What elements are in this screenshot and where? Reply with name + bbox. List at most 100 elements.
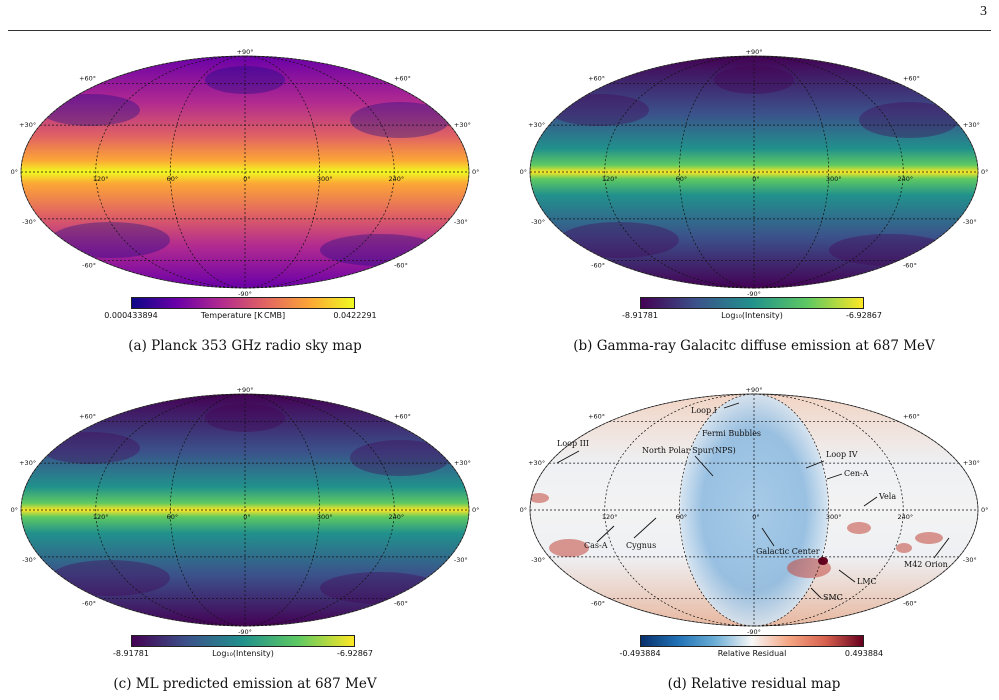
lat-label-m60-right: -60° xyxy=(903,261,917,269)
annotation-casa: Cas-A xyxy=(584,541,608,550)
sky-map-c: +90° -90° +60° +60° +30° +30° 0° 0° -30° -30° -60°… xyxy=(11,386,480,636)
lat-label-p60-right: +60° xyxy=(903,413,920,421)
lat-label-top: +90° xyxy=(746,48,763,56)
lat-label-m30-right: -30° xyxy=(454,556,468,564)
lon-label: 300° xyxy=(826,513,842,521)
lon-label: 240° xyxy=(897,513,913,521)
lon-label: 300° xyxy=(317,513,333,521)
lat-label-p30-left: +30° xyxy=(528,459,545,467)
lat-label-m60-left: -60° xyxy=(591,261,605,269)
lon-label: 240° xyxy=(388,513,404,521)
lat-label-m30-left: -30° xyxy=(22,218,36,226)
panel-c: +90° -90° +60° +60° +30° +30° 0° 0° -30° -30° -60°… xyxy=(0,378,490,698)
lat-label-p60-right: +60° xyxy=(394,75,411,83)
colorbar-gradient xyxy=(131,635,355,647)
lat-label-p30-left: +30° xyxy=(19,459,36,467)
colorbar-title: Log₁₀(Intensity) xyxy=(721,311,783,320)
annotation-nps: North Polar Spur(NPS) xyxy=(642,446,736,455)
lat-label-bottom: -90° xyxy=(747,628,761,636)
annotation-fermi: Fermi Bubbles xyxy=(702,429,761,438)
lat-label-p30-right: +30° xyxy=(963,459,980,467)
lon-label: 60° xyxy=(676,513,688,521)
sky-map-a: +90° -90° +60° +60° +30° +30° 0° 0° -30° -30° -60°… xyxy=(11,48,480,298)
colorbar-a: 0.000433894 0.0422291 Temperature [K CMB] xyxy=(0,297,490,327)
lat-label-0-left: 0° xyxy=(11,168,18,176)
lat-label-p30-right: +30° xyxy=(454,459,471,467)
lat-label-top: +90° xyxy=(237,48,254,56)
colorbar-d: -0.493884 0.493884 Relative Residual xyxy=(509,635,999,665)
colorbar-max-label: 0.0422291 xyxy=(333,311,377,320)
lat-label-m60-left: -60° xyxy=(82,261,96,269)
lon-label: 300° xyxy=(826,175,842,183)
lat-label-0-right: 0° xyxy=(981,168,988,176)
lat-label-p30-right: +30° xyxy=(454,121,471,129)
caption-c: (c) ML predicted emission at 687 MeV xyxy=(113,676,377,692)
annotation-loop4: Loop IV xyxy=(826,450,858,459)
lat-label-m30-right: -30° xyxy=(963,556,977,564)
lat-label-0-right: 0° xyxy=(472,168,479,176)
annotation-lmc: LMC xyxy=(857,577,877,586)
lat-label-0-left: 0° xyxy=(520,168,527,176)
lat-label-m30-left: -30° xyxy=(531,218,545,226)
colorbar-min-label: -0.493884 xyxy=(619,649,661,658)
caption-b: (b) Gamma-ray Galacitc diffuse emission … xyxy=(573,338,935,354)
annotation-cygnus: Cygnus xyxy=(626,541,656,550)
lat-label-m30-right: -30° xyxy=(454,218,468,226)
lat-label-p60-left: +60° xyxy=(588,75,605,83)
page-number: 3 xyxy=(980,4,987,19)
colorbar-gradient xyxy=(640,297,864,309)
lat-label-bottom: -90° xyxy=(238,290,252,298)
panel-a: +90° -90° +60° +60° +30° +30° 0° 0° -30° -30° -60°… xyxy=(0,40,490,360)
lon-label: 120° xyxy=(93,513,109,521)
sky-map-d: +90° -90° +60° +60° +30° +30° 0° 0° -30° -30° -60°… xyxy=(520,386,989,636)
lat-label-p60-right: +60° xyxy=(903,75,920,83)
lat-label-m60-left: -60° xyxy=(591,599,605,607)
annotation-cena: Cen-A xyxy=(844,469,869,478)
lat-label-m60-right: -60° xyxy=(394,261,408,269)
annotation-m42: M42 Orion xyxy=(904,560,948,569)
caption-d: (d) Relative residual map xyxy=(667,676,841,692)
lon-label: 120° xyxy=(602,513,618,521)
lat-label-p60-right: +60° xyxy=(394,413,411,421)
colorbar-title: Log₁₀(Intensity) xyxy=(212,649,274,658)
lat-label-p30-left: +30° xyxy=(528,121,545,129)
lat-label-0-left: 0° xyxy=(520,506,527,514)
lat-label-m30-right: -30° xyxy=(963,218,977,226)
colorbar-title: Relative Residual xyxy=(717,649,787,658)
lon-label: 120° xyxy=(602,175,618,183)
lat-label-bottom: -90° xyxy=(238,628,252,636)
colorbar-max-label: 0.493884 xyxy=(844,649,884,658)
lat-label-top: +90° xyxy=(746,386,763,394)
colorbar-min-label: -8.91781 xyxy=(622,311,658,320)
panel-d: +90° -90° +60° +60° +30° +30° 0° 0° -30° -30° -60°… xyxy=(509,378,999,698)
lat-label-m60-right: -60° xyxy=(903,599,917,607)
header-rule xyxy=(8,30,991,31)
lon-label: 240° xyxy=(897,175,913,183)
lon-label: 60° xyxy=(167,175,179,183)
colorbar-max-label: -6.92867 xyxy=(337,649,373,658)
lon-label: 60° xyxy=(676,175,688,183)
lat-label-p60-left: +60° xyxy=(79,75,96,83)
lon-label: 0° xyxy=(752,175,759,183)
lat-label-0-left: 0° xyxy=(11,506,18,514)
annotation-vela: Vela xyxy=(878,492,896,501)
colorbar-gradient xyxy=(640,635,864,647)
colorbar-min-label: -8.91781 xyxy=(113,649,149,658)
panel-b: +90° -90° +60° +60° +30° +30° 0° 0° -30° -30° -60°… xyxy=(509,40,999,360)
annotation-smc: SMC xyxy=(823,593,843,602)
lat-label-0-right: 0° xyxy=(981,506,988,514)
lon-label: 0° xyxy=(243,513,250,521)
lat-label-m30-left: -30° xyxy=(22,556,36,564)
lon-label: 0° xyxy=(752,513,759,521)
annotation-loop1: Loop I xyxy=(691,406,717,415)
colorbar-c: -8.91781 -6.92867 Log₁₀(Intensity) xyxy=(0,635,490,665)
colorbar-b: -8.91781 -6.92867 Log₁₀(Intensity) xyxy=(509,297,999,327)
lat-label-p60-left: +60° xyxy=(588,413,605,421)
lat-label-m60-right: -60° xyxy=(394,599,408,607)
lon-label: 300° xyxy=(317,175,333,183)
annotation-galcenter: Galactic Center xyxy=(756,547,820,556)
colorbar-max-label: -6.92867 xyxy=(846,311,882,320)
lat-label-top: +90° xyxy=(237,386,254,394)
sky-map-b: +90° -90° +60° +60° +30° +30° 0° 0° -30° -30° -60°… xyxy=(520,48,989,298)
colorbar-gradient xyxy=(131,297,355,309)
